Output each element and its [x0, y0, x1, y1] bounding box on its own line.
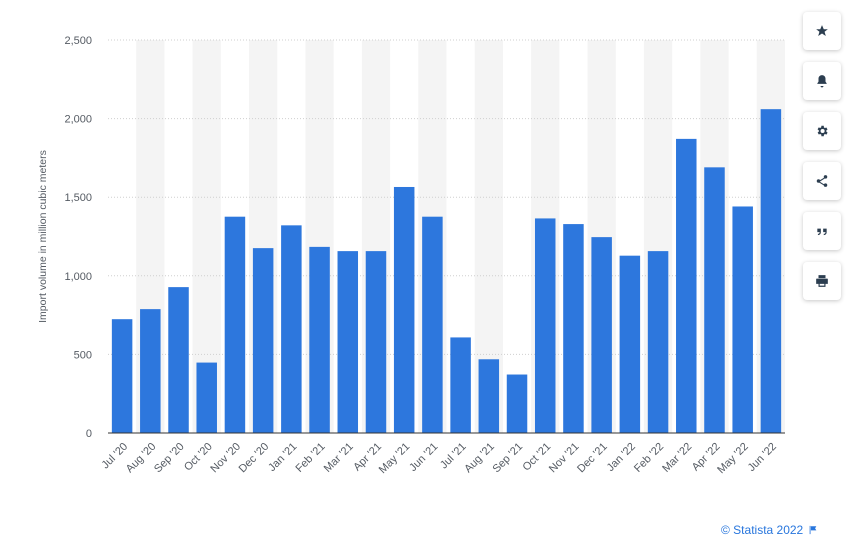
bar [676, 138, 697, 434]
x-tick-label: Nov '20 [208, 441, 243, 476]
bar [534, 218, 556, 433]
quote-icon [817, 228, 827, 236]
x-tick-label: Dec '20 [237, 441, 272, 476]
chart-toolbar [803, 12, 843, 312]
bar [111, 319, 133, 433]
x-tick-label: Dec '21 [575, 441, 610, 476]
bar [732, 206, 753, 433]
x-tick-label: Feb '21 [293, 441, 327, 475]
bar [252, 248, 274, 433]
y-tick-label: 0 [86, 428, 92, 440]
gear-icon [817, 125, 828, 137]
bar [140, 309, 161, 433]
print-icon [816, 275, 828, 287]
bar [224, 216, 246, 433]
bar [591, 237, 612, 433]
bar [422, 216, 443, 433]
bar [281, 225, 302, 433]
x-tick-label: May '22 [715, 441, 750, 476]
x-tick-label: Jun '22 [746, 441, 779, 474]
bar [506, 374, 528, 433]
x-tick-label: May '21 [377, 441, 412, 476]
x-tick-label: Jan '21 [266, 441, 299, 474]
notification-button[interactable] [803, 62, 841, 100]
star-icon [816, 25, 828, 36]
bar [704, 167, 725, 433]
x-tick-label: Mar '22 [660, 441, 694, 475]
bar [365, 251, 387, 433]
x-tick-label: Sep '21 [491, 441, 526, 476]
bar [309, 246, 330, 433]
share-button[interactable] [803, 162, 841, 200]
y-tick-label: 2,500 [64, 35, 92, 47]
y-tick-label: 500 [74, 349, 92, 361]
x-tick-label: Jun '21 [407, 441, 440, 474]
y-tick-label: 2,000 [64, 114, 92, 126]
bar [647, 251, 669, 433]
bar [760, 109, 782, 433]
share-icon [816, 175, 828, 187]
y-tick-label: 1,000 [64, 271, 92, 283]
bar [168, 287, 189, 433]
bar [619, 255, 641, 433]
flag-icon[interactable] [808, 525, 818, 535]
bar [337, 251, 359, 433]
x-tick-label: Aug '20 [124, 441, 159, 476]
y-axis-label: Import volume in million cubic meters [37, 150, 49, 323]
x-tick-label: Mar '21 [322, 441, 356, 475]
x-tick-label: Aug '21 [462, 441, 497, 476]
y-tick-label: 1,500 [64, 192, 92, 204]
bar [393, 186, 415, 433]
bar [196, 362, 217, 433]
credit-text[interactable]: © Statista 2022 [721, 523, 804, 537]
favorite-button[interactable] [803, 12, 841, 50]
statista-credit[interactable]: © Statista 2022 [721, 523, 818, 537]
x-tick-label: Nov '21 [547, 441, 582, 476]
bar [478, 359, 500, 433]
bar [563, 224, 584, 433]
x-tick-label: Feb '22 [632, 441, 666, 475]
x-tick-label: Sep '20 [152, 441, 187, 476]
cite-button[interactable] [803, 212, 841, 250]
settings-button[interactable] [803, 112, 841, 150]
x-tick-label: Jan '22 [605, 441, 638, 474]
bell-icon [817, 75, 827, 88]
print-button[interactable] [803, 262, 841, 300]
bar [450, 337, 471, 433]
